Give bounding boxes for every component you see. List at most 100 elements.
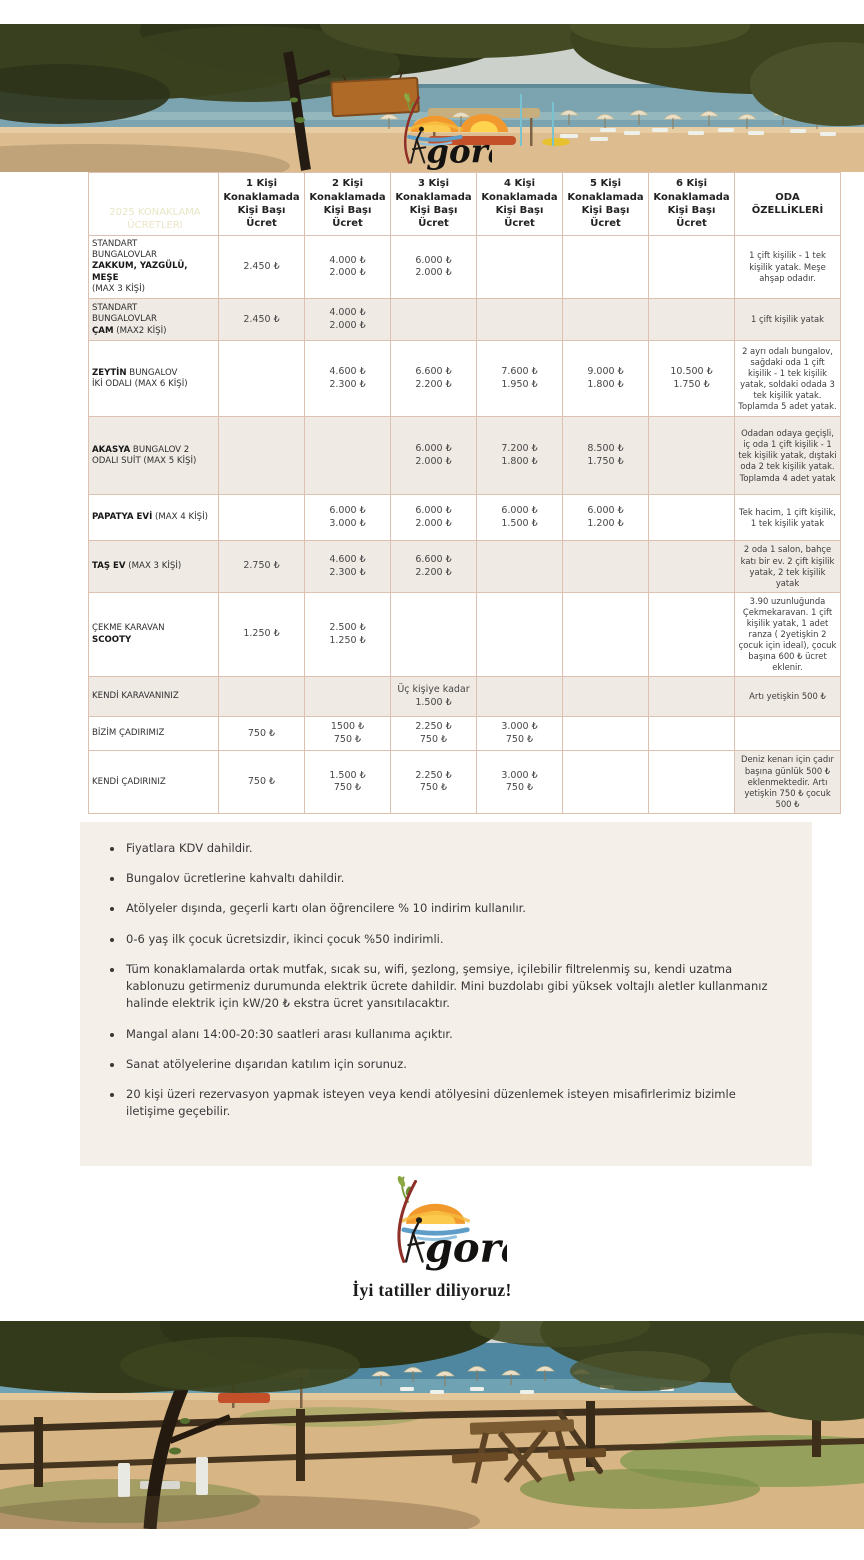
price-cell bbox=[562, 716, 649, 752]
price-cell: 8.500 ₺ 1.750 ₺ bbox=[562, 416, 649, 496]
table-row: PAPATYA EVİ (MAX 4 KİŞİ) 6.000 ₺ 3.000 ₺ 6.… bbox=[88, 494, 841, 542]
price-cell bbox=[648, 416, 735, 496]
beach-photo-top-art bbox=[0, 24, 864, 172]
table-row: AKASYA BUNGALOV 2 ODALI SUİT (MAX 5 KİŞİ)… bbox=[88, 416, 841, 496]
price-cell bbox=[562, 750, 649, 814]
note-item: Tüm konaklamalarda ortak mutfak, sıcak s… bbox=[124, 961, 778, 1013]
table-row: BİZİM ÇADIRIMIZ 750 ₺ 1500 ₺ 750 ₺ 2.250 ₺ 75… bbox=[88, 716, 841, 752]
room-features: 1 çift kişilik yatak bbox=[734, 298, 841, 342]
price-cell: 3.000 ₺ 750 ₺ bbox=[476, 716, 563, 752]
room-name: TAŞ EV (MAX 3 KİŞİ) bbox=[88, 540, 219, 593]
price-cell bbox=[304, 416, 391, 496]
price-cell bbox=[648, 540, 735, 593]
price-cell: 2.500 ₺ 1.250 ₺ bbox=[304, 591, 391, 678]
price-cell bbox=[218, 416, 305, 496]
price-cell bbox=[562, 676, 649, 718]
beach-photo-bottom-art bbox=[0, 1320, 864, 1529]
page-title: AGORA SANAT KÖYÜ bbox=[111, 176, 199, 202]
price-table-body: STANDART BUNGALOVLAR ZAKKUM, YAZGÜLÜ, MEŞE… bbox=[88, 234, 841, 814]
price-cell: 1.500 ₺ 750 ₺ bbox=[304, 750, 391, 814]
person-column-header: 1 Kişi Konaklamada Kişi Başı Ücret bbox=[218, 172, 305, 236]
price-cell bbox=[648, 298, 735, 342]
price-cell: 2.750 ₺ bbox=[218, 540, 305, 593]
picnic-table bbox=[451, 1419, 607, 1484]
table-row: KENDİ ÇADIRINIZ 750 ₺ 1.500 ₺ 750 ₺ 2.250 ₺ 7… bbox=[88, 750, 841, 814]
room-features: 2 oda 1 salon, bahçe katı bir ev. 2 çift… bbox=[734, 540, 841, 593]
person-column-header: 2 Kişi Konaklamada Kişi Başı Ücret bbox=[304, 172, 391, 236]
price-cell bbox=[648, 494, 735, 542]
room-features: 1 çift kişilik - 1 tek kişilik yatak. Me… bbox=[734, 234, 841, 300]
price-cell bbox=[390, 298, 477, 342]
room-name: PAPATYA EVİ (MAX 4 KİŞİ) bbox=[88, 494, 219, 542]
agora-logo-footer bbox=[357, 1172, 507, 1278]
price-cell: 7.600 ₺ 1.950 ₺ bbox=[476, 340, 563, 418]
price-cell: 7.200 ₺ 1.800 ₺ bbox=[476, 416, 563, 496]
price-cell: 1500 ₺ 750 ₺ bbox=[304, 716, 391, 752]
price-cell: 4.000 ₺ 2.000 ₺ bbox=[304, 234, 391, 300]
note-item: Atölyeler dışında, geçerli kartı olan öğ… bbox=[124, 900, 778, 917]
table-row: STANDART BUNGALOVLAR ZAKKUM, YAZGÜLÜ, MEŞE… bbox=[88, 234, 841, 300]
price-cell: 2.450 ₺ bbox=[218, 298, 305, 342]
agora-logo-overlay bbox=[372, 90, 492, 172]
price-cell bbox=[218, 676, 305, 718]
beach-photo-top bbox=[0, 24, 864, 172]
price-cell bbox=[648, 591, 735, 678]
page-subtitle: 2025 KONAKLAMA ÜCRETLERI bbox=[109, 206, 201, 231]
price-cell bbox=[648, 716, 735, 752]
price-cell bbox=[304, 676, 391, 718]
price-cell: 750 ₺ bbox=[218, 716, 305, 752]
room-name: STANDART BUNGALOVLAR ÇAM (MAX2 KİŞİ) bbox=[88, 298, 219, 342]
price-table-header-row: AGORA SANAT KÖYÜ 2025 KONAKLAMA ÜCRETLER… bbox=[88, 172, 841, 236]
price-cell bbox=[648, 750, 735, 814]
wooden-fence bbox=[0, 1396, 864, 1487]
price-cell: 4.000 ₺ 2.000 ₺ bbox=[304, 298, 391, 342]
notes-list: Fiyatlara KDV dahildir. Bungalov ücretler… bbox=[98, 840, 778, 1121]
price-cell: 6.000 ₺ 2.000 ₺ bbox=[390, 494, 477, 542]
person-column-header: 3 Kişi Konaklamada Kişi Başı Ücret bbox=[390, 172, 477, 236]
farewell-tagline: İyi tatiller diliyoruz! bbox=[352, 1279, 512, 1300]
sun-loungers bbox=[560, 128, 836, 141]
features-column-header: ODA ÖZELLİKLERİ bbox=[734, 172, 841, 236]
beach-photo-bottom bbox=[0, 1320, 864, 1529]
hanging-sign bbox=[330, 70, 420, 118]
person-column-header: 6 Kişi Konaklamada Kişi Başı Ücret bbox=[648, 172, 735, 236]
room-features: Deniz kenarı için çadır başına günlük 50… bbox=[734, 750, 841, 814]
room-name: ÇEKME KARAVAN SCOOTY bbox=[88, 591, 219, 678]
tree-shadow bbox=[0, 1494, 480, 1529]
table-row: ZEYTİN BUNGALOV İKİ ODALI (MAX 6 KİŞİ) 4.6… bbox=[88, 340, 841, 418]
room-name: AKASYA BUNGALOV 2 ODALI SUİT (MAX 5 KİŞİ) bbox=[88, 416, 219, 496]
orange-sail bbox=[460, 114, 508, 132]
price-cell bbox=[562, 298, 649, 342]
table-row: TAŞ EV (MAX 3 KİŞİ) 2.750 ₺ 4.600 ₺ 2.300 ₺… bbox=[88, 540, 841, 593]
price-cell bbox=[476, 298, 563, 342]
price-cell: 10.500 ₺ 1.750 ₺ bbox=[648, 340, 735, 418]
price-cell: 6.000 ₺ 1.500 ₺ bbox=[476, 494, 563, 542]
room-name: KENDİ ÇADIRINIZ bbox=[88, 750, 219, 814]
price-cell: 6.600 ₺ 2.200 ₺ bbox=[390, 340, 477, 418]
price-cell: 6.000 ₺ 2.000 ₺ bbox=[390, 416, 477, 496]
price-cell bbox=[476, 676, 563, 718]
price-cell: 6.000 ₺ 1.200 ₺ bbox=[562, 494, 649, 542]
price-cell bbox=[218, 494, 305, 542]
price-cell bbox=[390, 591, 477, 678]
tree-shadow bbox=[0, 144, 290, 172]
price-cell: 6.000 ₺ 2.000 ₺ bbox=[390, 234, 477, 300]
room-features: Artı yetişkin 500 ₺ bbox=[734, 676, 841, 718]
price-table: AGORA SANAT KÖYÜ 2025 KONAKLAMA ÜCRETLER… bbox=[88, 172, 841, 814]
note-item: Fiyatlara KDV dahildir. bbox=[124, 840, 778, 857]
price-cell: 1.250 ₺ bbox=[218, 591, 305, 678]
table-row: STANDART BUNGALOVLAR ÇAM (MAX2 KİŞİ) 2.450 … bbox=[88, 298, 841, 342]
price-cell: 6.000 ₺ 3.000 ₺ bbox=[304, 494, 391, 542]
price-cell: 4.600 ₺ 2.300 ₺ bbox=[304, 540, 391, 593]
room-name: ZEYTİN BUNGALOV İKİ ODALI (MAX 6 KİŞİ) bbox=[88, 340, 219, 418]
price-cell bbox=[218, 340, 305, 418]
price-cell: 6.600 ₺ 2.200 ₺ bbox=[390, 540, 477, 593]
price-cell bbox=[562, 234, 649, 300]
room-features: 3.90 uzunluğunda Çekmekaravan. 1 çift ki… bbox=[734, 591, 841, 678]
table-row: KENDİ KARAVANINIZ Üç kişiye kadar 1.500 ₺ A… bbox=[88, 676, 841, 718]
price-cell: 3.000 ₺ 750 ₺ bbox=[476, 750, 563, 814]
room-features bbox=[734, 716, 841, 752]
room-features: Odadan odaya geçişli, iç oda 1 çift kişi… bbox=[734, 416, 841, 496]
price-cell bbox=[562, 540, 649, 593]
price-cell: 9.000 ₺ 1.800 ₺ bbox=[562, 340, 649, 418]
